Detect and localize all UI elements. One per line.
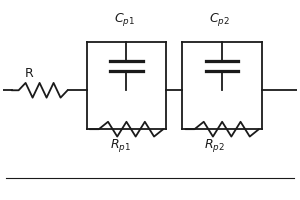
Text: R: R <box>25 67 34 80</box>
Text: $R_{p1}$: $R_{p1}$ <box>110 137 131 154</box>
Text: $R_{p2}$: $R_{p2}$ <box>204 137 225 154</box>
Text: $C_{p1}$: $C_{p1}$ <box>115 11 136 28</box>
Text: $C_{p2}$: $C_{p2}$ <box>209 11 230 28</box>
